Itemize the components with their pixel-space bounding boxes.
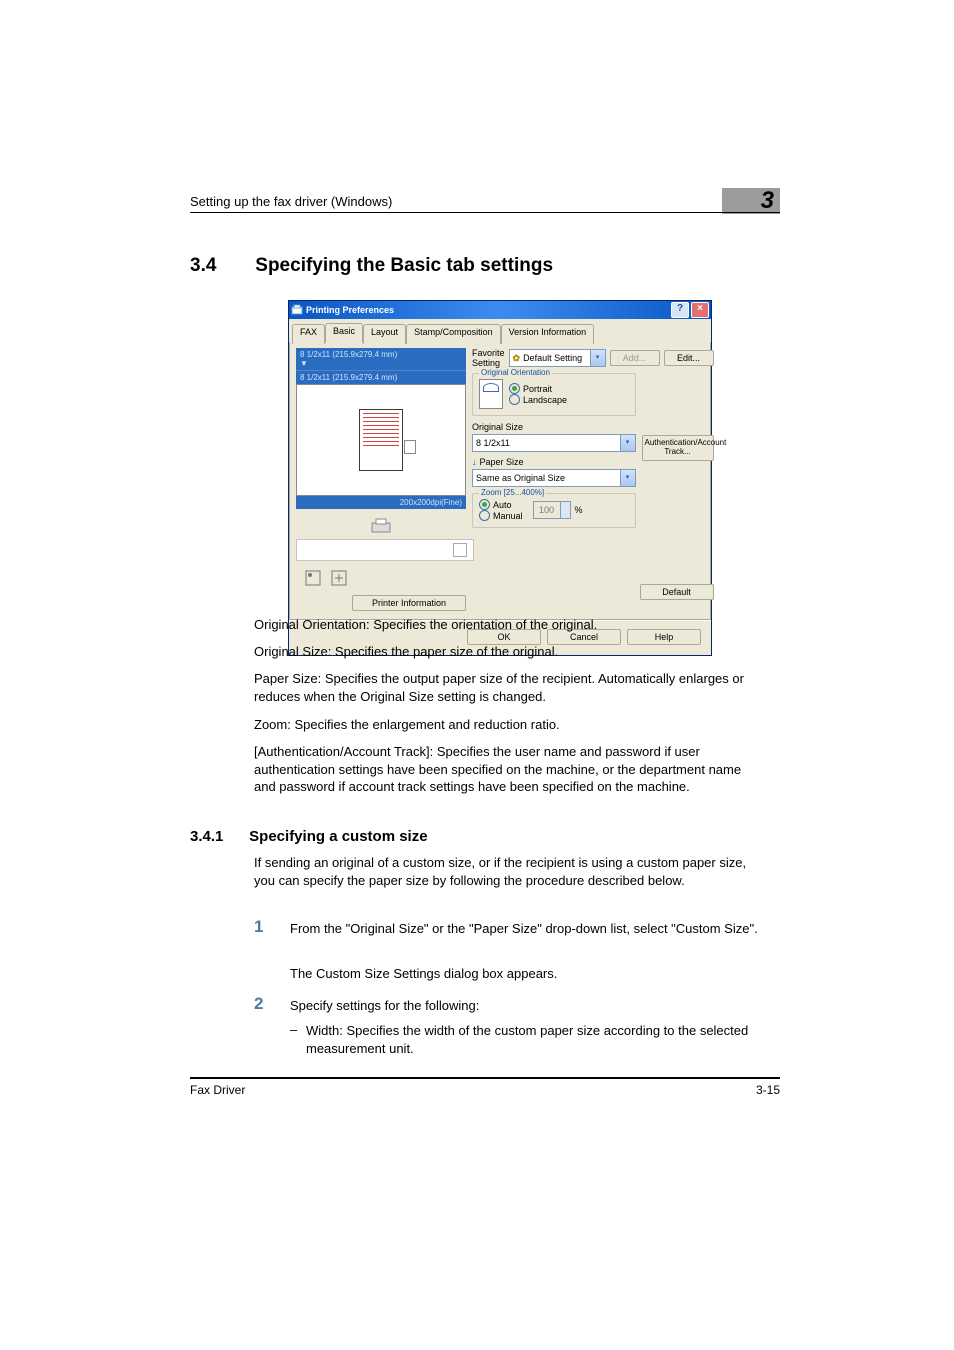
chapter-badge: 3: [722, 188, 780, 214]
paper-size-label: ↓Paper Size: [472, 457, 636, 467]
titlebar-close-button[interactable]: ×: [691, 302, 709, 318]
para-orientation: Original Orientation: Specifies the orie…: [254, 616, 766, 634]
page-thumbnail: [359, 409, 403, 471]
section-number: 3.4: [190, 255, 250, 277]
footer-rule: [190, 1077, 780, 1079]
subsection-number: 3.4.1: [190, 828, 245, 845]
paper-size-combo[interactable]: Same as Original Size ▾: [472, 469, 636, 487]
section-title: Specifying the Basic tab settings: [255, 255, 553, 276]
step-1-text: From the "Original Size" or the "Paper S…: [290, 920, 766, 938]
favorite-setting-combo[interactable]: ✿Default Setting ▾: [509, 349, 606, 367]
tab-body: 8 1/2x11 (215.9x279.4 mm) ▼ 8 1/2x11 (21…: [289, 342, 711, 620]
chevron-down-icon: ▾: [620, 435, 635, 451]
chevron-down-icon: ▾: [620, 470, 635, 486]
view-toggle[interactable]: [296, 539, 474, 561]
tab-version[interactable]: Version Information: [501, 324, 595, 344]
tab-stamp[interactable]: Stamp/Composition: [406, 324, 501, 344]
zoom-manual-radio[interactable]: Manual: [479, 510, 523, 521]
resolution-label: 200x200dpi(Fine): [296, 496, 466, 509]
footer-page-number: 3-15: [756, 1083, 780, 1097]
printer-icon: [370, 517, 392, 535]
subsection-title: Specifying a custom size: [249, 828, 427, 845]
footer-left: Fax Driver: [190, 1083, 245, 1097]
orientation-legend: Original Orientation: [479, 368, 552, 377]
titlebar-help-button[interactable]: ?: [671, 302, 689, 318]
section-heading: 3.4 Specifying the Basic tab settings: [190, 255, 553, 277]
printer-information-button[interactable]: Printer Information: [352, 595, 466, 611]
zoom-percent-label: %: [575, 505, 583, 515]
default-button[interactable]: Default: [640, 584, 714, 600]
original-size-combo[interactable]: 8 1/2x11 ▾: [472, 434, 636, 452]
orientation-group: Original Orientation Portrait Landscape: [472, 373, 636, 416]
chevron-down-icon: ▾: [590, 350, 605, 366]
detail-icon-2[interactable]: [330, 569, 348, 589]
portrait-radio[interactable]: Portrait: [509, 383, 567, 394]
zoom-legend: Zoom [25...400%]: [479, 488, 546, 497]
header-rule: [190, 212, 780, 213]
para-custom-intro: If sending an original of a custom size,…: [254, 854, 766, 889]
favorite-icon: ✿: [513, 353, 521, 363]
preview-column: 8 1/2x11 (215.9x279.4 mm) ▼ 8 1/2x11 (21…: [296, 348, 466, 613]
arrow-down-icon: ↓: [472, 457, 477, 467]
screenshot-figure: Printing Preferences ? × FAX Basic Layou…: [288, 300, 710, 591]
step-2-number: 2: [254, 994, 263, 1014]
step-2-text: Specify settings for the following:: [290, 997, 766, 1015]
tab-strip: FAX Basic Layout Stamp/Composition Versi…: [289, 319, 711, 342]
window-title: Printing Preferences: [306, 305, 669, 315]
titlebar[interactable]: Printing Preferences ? ×: [289, 301, 711, 319]
authentication-button[interactable]: Authentication/Account Track...: [642, 435, 714, 461]
tab-basic[interactable]: Basic: [325, 323, 363, 343]
orientation-icon: [479, 379, 503, 409]
subsection-heading: 3.4.1 Specifying a custom size: [190, 828, 428, 845]
para-zoom: Zoom: Specifies the enlargement and redu…: [254, 716, 766, 734]
zoom-group: Zoom [25...400%] Auto Manual 100 %: [472, 493, 636, 528]
add-favorite-button[interactable]: Add...: [610, 350, 660, 366]
zoom-value-input[interactable]: 100: [533, 501, 571, 519]
bullet-dash: –: [290, 1022, 297, 1037]
settings-column: Favorite Setting ✿Default Setting ▾ Add.…: [472, 348, 714, 613]
app-icon: [291, 304, 303, 316]
step-1-result: The Custom Size Settings dialog box appe…: [290, 965, 766, 983]
para-original-size: Original Size: Specifies the paper size …: [254, 643, 766, 661]
tab-fax[interactable]: FAX: [292, 324, 325, 344]
step-1-number: 1: [254, 917, 263, 937]
detail-icon-1[interactable]: [304, 569, 322, 589]
running-header: Setting up the fax driver (Windows): [190, 194, 392, 209]
bullet-width: Width: Specifies the width of the custom…: [306, 1022, 766, 1057]
para-auth: [Authentication/Account Track]: Specifie…: [254, 743, 766, 796]
preview-size-header-2: 8 1/2x11 (215.9x279.4 mm): [296, 370, 466, 384]
preview-size-header: 8 1/2x11 (215.9x279.4 mm) ▼: [296, 348, 466, 370]
page-preview: [296, 384, 466, 496]
favorite-setting-label: Favorite Setting: [472, 348, 505, 368]
original-size-label: Original Size: [472, 422, 636, 432]
tab-layout[interactable]: Layout: [363, 324, 406, 344]
para-paper-size: Paper Size: Specifies the output paper s…: [254, 670, 766, 705]
preferences-window: Printing Preferences ? × FAX Basic Layou…: [288, 300, 712, 656]
edit-favorite-button[interactable]: Edit...: [664, 350, 714, 366]
zoom-auto-radio[interactable]: Auto: [479, 499, 523, 510]
landscape-radio[interactable]: Landscape: [509, 394, 567, 405]
